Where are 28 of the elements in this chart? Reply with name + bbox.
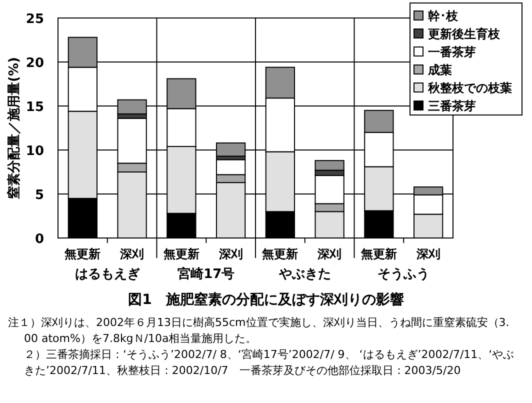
x-tick-label: 深刈 (119, 247, 144, 261)
text: そうふう (378, 267, 430, 282)
x-tick-label: 無更新 (360, 247, 397, 261)
y-tick-label: 10 (26, 144, 44, 159)
y-tick-label: 15 (26, 100, 44, 115)
x-tick-label: 無更新 (261, 247, 298, 261)
text: 図1 施肥窒素の分配に及ぼす深刈りの影響 (128, 291, 404, 308)
legend-label: 幹･枝 (428, 9, 459, 23)
text: ２）三番茶摘採日：‘そうふう’2002/7/ 8、‘宮崎17号’2002/7/ 9、 ‘はるもえぎ’2002/7/11、‘やぶきた’2002/7/11、秋整枝日：2002/10/7 一番茶芽及びその他部位採取日：2003/5/20 (24, 348, 514, 377)
x-tick-label: 深刈 (415, 247, 440, 261)
text: やぶきた (278, 267, 331, 282)
x-tick-label: 深刈 (218, 247, 243, 261)
legend-label: 成葉 (427, 63, 452, 77)
text: 注１）深刈りは、2002年６月13日に樹高55cm位置で実施し、深刈り当日、うね間に重窒素硫安（3.00 atom%）を7.8kgＮ/10a相当量施用した。 (8, 316, 510, 345)
y-tick-label: 25 (26, 12, 44, 27)
y-tick-label: 0 (34, 232, 44, 247)
x-tick-label: 深刈 (316, 247, 342, 261)
legend-label: 更新後生育枝 (428, 27, 501, 41)
y-tick-label: 20 (26, 56, 44, 71)
x-tick-label: 無更新 (162, 247, 200, 261)
legend-label: 三番茶芽 (428, 99, 476, 113)
text: はるもえぎ (74, 267, 140, 282)
legend-label: 一番茶芽 (428, 45, 476, 59)
y-axis-title: 窒素分配量／施用量(%) (6, 57, 22, 199)
y-tick-label: 5 (34, 188, 44, 203)
x-tick-label: 無更新 (64, 247, 101, 261)
text: 宮崎17号 (178, 266, 235, 282)
legend-label: 秋整枝での枝葉 (427, 81, 512, 95)
